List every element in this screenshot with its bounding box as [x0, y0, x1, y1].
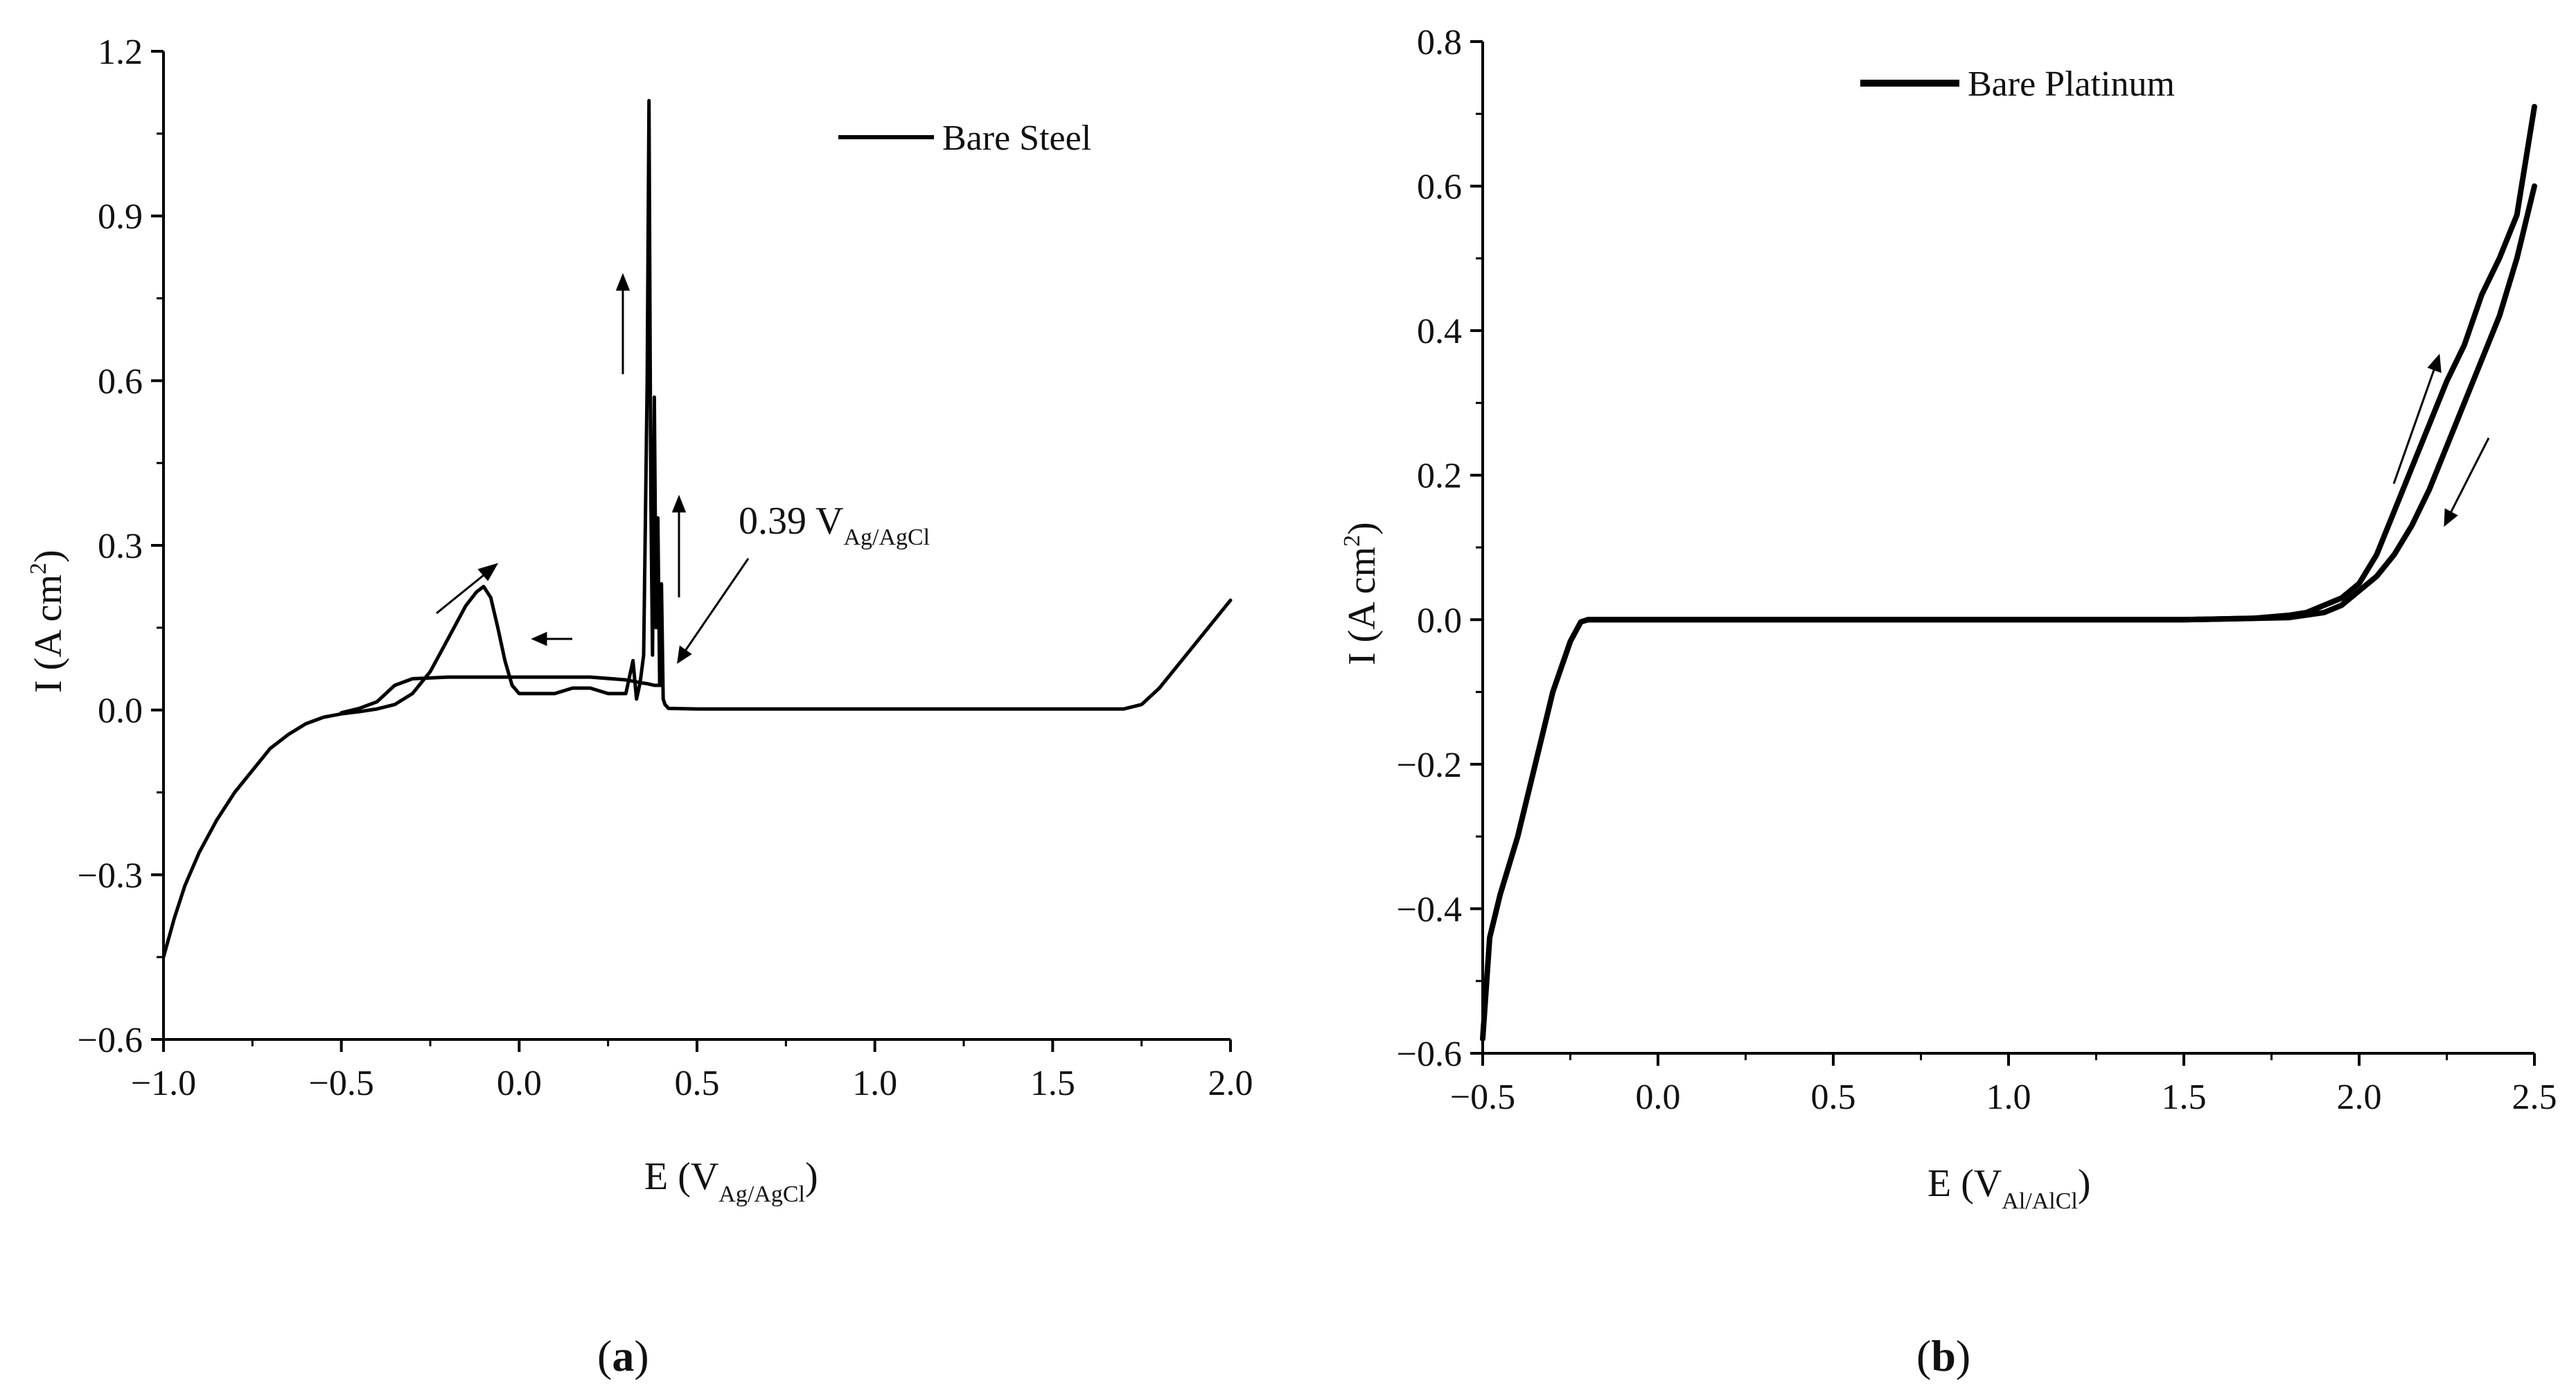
panel-label-close: ) [634, 1331, 649, 1380]
y-axis-ticks [1470, 40, 1483, 1055]
x-tick-label: 0.0 [497, 1064, 542, 1103]
x-tick-label: 2.0 [2337, 1078, 2382, 1117]
y-tick-label: 1.2 [98, 33, 143, 72]
legend: Bare Platinum [1860, 64, 2175, 104]
arrow-forward-peak [436, 568, 491, 615]
x-tick-label: 1.0 [852, 1064, 897, 1103]
x-tick-label: 1.5 [2162, 1078, 2207, 1117]
x-axis-title-close: ) [805, 1155, 818, 1198]
x-tick-label: 2.5 [2512, 1078, 2557, 1117]
annotation-label: 0.39 VAg/AgCl [739, 500, 930, 550]
y-axis-title-main: I (A cm [1341, 547, 1384, 665]
arrowhead [531, 631, 547, 647]
arrowhead [477, 563, 499, 581]
x-tick-label: 1.0 [1986, 1078, 2031, 1117]
panel-label-open: ( [597, 1331, 612, 1380]
y-axis-tick-labels: −0.6 −0.4 −0.2 0.0 0.2 0.4 0.6 0.8 [1397, 23, 1462, 1074]
y-axis-title: I (A cm2) [26, 550, 70, 693]
x-tick-label: 1.5 [1030, 1064, 1075, 1103]
y-tick-label: 0.0 [1417, 601, 1462, 640]
x-axis-ticks [162, 1039, 1232, 1052]
data-series [1480, 103, 2537, 1042]
x-axis-tick-labels: −0.5 0.0 0.5 1.0 1.5 2.0 2.5 [1450, 1078, 2557, 1117]
panel-label-a: (a) [597, 1331, 649, 1380]
chart-panel-b: −0.5 0.0 0.5 1.0 1.5 2.0 2.5 −0.6 −0.4 −0.2 0.0 0.… [1339, 23, 2557, 1380]
y-axis-tick-labels: −0.6 −0.3 0.0 0.3 0.6 0.9 1.2 [78, 33, 143, 1060]
y-axis-title: I (A cm2) [1339, 522, 1384, 665]
y-tick-label: 0.3 [98, 527, 143, 566]
x-tick-label: 0.5 [1811, 1078, 1856, 1117]
series-line-reverse [1585, 183, 2537, 623]
panel-label-letter: b [1931, 1331, 1956, 1380]
y-tick-label: 0.6 [1417, 168, 1462, 207]
panel-label-letter: a [612, 1331, 634, 1380]
x-tick-label: 2.0 [1208, 1064, 1253, 1103]
arrow-forward [2392, 365, 2437, 484]
legend-label: Bare Steel [942, 118, 1091, 158]
arrowhead [615, 272, 630, 291]
y-tick-label: 0.6 [98, 362, 143, 401]
y-tick-label: −0.6 [1397, 1035, 1462, 1074]
y-tick-label: 0.8 [1417, 23, 1462, 62]
annotation-pointer [681, 558, 750, 656]
x-tick-label: −1.0 [131, 1064, 196, 1103]
x-tick-label: −0.5 [1450, 1078, 1515, 1117]
y-axis-ticks [151, 50, 164, 1041]
legend-label: Bare Platinum [1968, 64, 2175, 104]
x-axis-title-close: ) [2078, 1162, 2091, 1205]
y-tick-label: 0.2 [1417, 457, 1462, 496]
arrowhead [677, 645, 692, 665]
x-tick-label: 0.5 [675, 1064, 720, 1103]
annotation-main: 0.39 V [739, 500, 843, 543]
x-tick-label: −0.5 [309, 1064, 374, 1103]
y-tick-label: 0.0 [98, 692, 143, 731]
x-tick-label: 0.0 [1636, 1078, 1681, 1117]
y-tick-label: −0.2 [1397, 746, 1462, 785]
arrowhead [2444, 508, 2458, 527]
y-tick-label: −0.3 [78, 856, 143, 895]
x-axis-title: E (VAg/AgCl) [644, 1155, 818, 1207]
y-tick-label: −0.6 [78, 1021, 143, 1060]
series-line-reverse [339, 675, 664, 715]
chart-panel-a: −1.0 −0.5 0.0 0.5 1.0 1.5 2.0 −0.6 −0.3 0.0 0.3 0.… [26, 33, 1253, 1380]
y-tick-label: 0.9 [98, 197, 143, 237]
panel-label-close: ) [1956, 1331, 1970, 1380]
y-axis-title-close: ) [27, 550, 70, 563]
x-axis-ticks [1481, 1053, 2536, 1066]
y-axis-title-superscript: 2 [26, 563, 51, 574]
series-line-forward [161, 98, 1233, 959]
x-axis-title-main: E (V [1927, 1162, 2002, 1205]
arrowhead [2427, 353, 2442, 374]
x-axis-tick-labels: −1.0 −0.5 0.0 0.5 1.0 1.5 2.0 [131, 1064, 1253, 1103]
y-axis-title-superscript: 2 [1339, 535, 1365, 547]
y-tick-label: −0.4 [1397, 890, 1462, 929]
annotation-subscript: Ag/AgCl [843, 525, 930, 550]
panel-label-b: (b) [1916, 1331, 1970, 1380]
data-series [161, 98, 1233, 959]
x-axis-title-main: E (V [644, 1155, 718, 1198]
y-tick-label: 0.4 [1417, 312, 1462, 351]
x-axis-title-subscript: Ag/AgCl [718, 1181, 805, 1207]
x-axis-title: E (VAl/AlCl) [1927, 1162, 2091, 1214]
legend: Bare Steel [838, 118, 1091, 158]
y-axis-title-main: I (A cm [27, 574, 70, 693]
panel-label-open: ( [1916, 1331, 1931, 1380]
arrow-reverse [2448, 437, 2490, 516]
scan-direction-arrows [436, 272, 750, 665]
arrowhead [671, 494, 687, 513]
x-axis-title-subscript: Al/AlCl [2002, 1188, 2078, 1214]
scan-direction-arrows [2392, 353, 2490, 527]
y-axis-title-close: ) [1341, 522, 1384, 535]
